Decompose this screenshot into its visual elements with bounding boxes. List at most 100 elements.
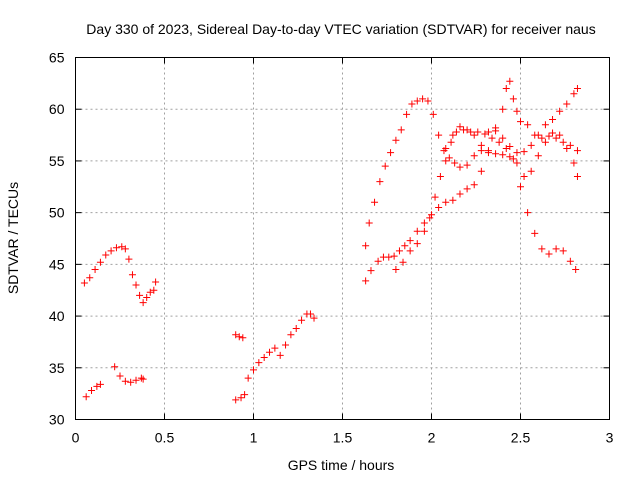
data-point-marker	[549, 116, 557, 124]
data-point-marker	[255, 359, 263, 367]
y-tick-label: 60	[49, 101, 65, 117]
data-point-marker	[96, 380, 104, 388]
data-point-marker	[271, 344, 279, 352]
data-point-marker	[241, 391, 249, 399]
data-point-marker	[506, 77, 514, 85]
data-point-marker	[477, 147, 485, 155]
data-point-marker	[146, 288, 154, 296]
data-point-marker	[244, 374, 252, 382]
data-point-marker	[538, 245, 546, 253]
data-point-marker	[513, 159, 521, 167]
data-point-marker	[456, 190, 464, 198]
data-point-marker	[463, 126, 471, 134]
data-point-marker	[513, 149, 521, 157]
data-point-marker	[449, 196, 457, 204]
data-point-marker	[310, 314, 318, 322]
data-point-marker	[470, 152, 478, 160]
data-point-marker	[406, 237, 414, 245]
data-point-marker	[435, 131, 443, 139]
data-point-marker	[506, 153, 514, 161]
data-point-marker	[365, 219, 373, 227]
data-point-marker	[96, 258, 104, 266]
data-point-marker	[524, 121, 532, 129]
data-point-marker	[452, 128, 460, 136]
data-point-marker	[420, 219, 428, 227]
data-point-marker	[82, 393, 90, 401]
chart-title: Day 330 of 2023, Sidereal Day-to-day VTE…	[86, 21, 595, 37]
data-point-marker	[128, 271, 136, 279]
data-point-marker	[442, 157, 450, 165]
data-point-marker	[260, 353, 268, 361]
data-point-marker	[152, 278, 160, 286]
data-point-marker	[232, 331, 240, 339]
x-axis-label: GPS time / hours	[288, 457, 395, 473]
data-point-marker	[463, 161, 471, 169]
data-point-marker	[121, 377, 129, 385]
data-point-marker	[572, 266, 580, 274]
data-point-marker	[235, 333, 243, 341]
data-point-marker	[442, 145, 450, 153]
data-point-marker	[563, 145, 571, 153]
data-point-marker	[413, 97, 421, 105]
data-point-marker	[132, 281, 140, 289]
data-point-marker	[112, 244, 120, 252]
data-point-marker	[499, 105, 507, 113]
data-point-marker	[392, 136, 400, 144]
data-point-marker	[509, 95, 517, 103]
y-axis-label: SDTVAR / TECUs	[5, 182, 21, 294]
data-point-marker	[492, 150, 500, 158]
data-point-marker	[376, 178, 384, 186]
data-point-marker	[527, 141, 535, 149]
data-point-marker	[387, 149, 395, 157]
data-point-marker	[474, 128, 482, 136]
data-point-marker	[545, 132, 553, 140]
data-point-marker	[118, 243, 126, 251]
data-point-marker	[563, 100, 571, 108]
data-point-marker	[520, 148, 528, 156]
data-point-marker	[552, 245, 560, 253]
data-point-marker	[401, 242, 409, 250]
data-point-marker	[470, 131, 478, 139]
data-point-marker	[136, 291, 144, 299]
data-point-marker	[492, 127, 500, 135]
data-point-marker	[484, 149, 492, 157]
x-tick-label: 2	[428, 430, 436, 446]
data-point-marker	[406, 247, 414, 255]
data-point-marker	[506, 142, 514, 150]
data-point-marker	[431, 193, 439, 201]
x-tick-label: 1.5	[333, 430, 353, 446]
data-point-marker	[534, 152, 542, 160]
data-point-marker	[428, 211, 435, 219]
data-point-marker	[408, 100, 416, 108]
data-point-marker	[538, 134, 546, 142]
data-point-marker	[420, 227, 428, 235]
y-tick-label: 30	[49, 412, 65, 428]
data-point-marker	[139, 375, 147, 383]
data-point-marker	[524, 209, 532, 217]
data-point-marker	[484, 128, 492, 136]
data-point-marker	[86, 274, 94, 282]
data-point-marker	[426, 214, 434, 222]
data-point-marker	[232, 396, 240, 404]
data-point-marker	[424, 97, 432, 105]
data-point-marker	[88, 387, 96, 395]
data-point-marker	[429, 110, 437, 118]
data-point-marker	[499, 151, 507, 159]
x-tick-label: 2.5	[511, 430, 531, 446]
data-point-marker	[102, 251, 110, 259]
data-point-marker	[282, 341, 290, 349]
data-point-marker	[127, 378, 135, 386]
data-point-marker	[517, 118, 524, 126]
data-point-marker	[111, 363, 119, 371]
data-point-marker	[362, 242, 370, 250]
data-point-marker	[456, 123, 464, 131]
data-point-marker	[121, 245, 129, 253]
data-point-marker	[381, 162, 389, 170]
data-point-marker	[298, 316, 306, 324]
data-point-marker	[413, 227, 421, 235]
data-point-marker	[570, 159, 578, 167]
data-point-marker	[451, 159, 459, 167]
data-point-marker	[436, 172, 444, 180]
y-tick-label: 65	[49, 50, 65, 66]
data-points	[80, 77, 581, 404]
